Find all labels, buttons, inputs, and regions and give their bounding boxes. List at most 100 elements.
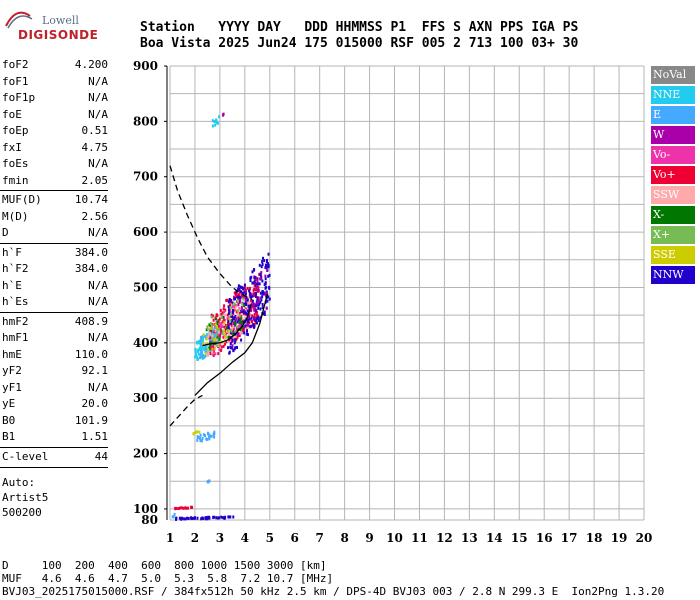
echo-point-e — [205, 347, 208, 351]
echo-point-e — [196, 438, 199, 442]
param-row-yf2: yF2 92.1 — [2, 364, 108, 380]
echo-point-e — [213, 335, 216, 339]
echo-point-nnw — [239, 290, 242, 294]
param-label: foF2 — [2, 58, 29, 71]
param-label: h`F2 — [2, 262, 29, 275]
echo-point-w — [242, 326, 245, 330]
echo-point-nnw — [246, 333, 249, 337]
echo-point-nnw — [230, 346, 233, 350]
echo-point-w — [259, 277, 262, 281]
echo-point-x — [229, 319, 232, 323]
echo-point-e — [200, 335, 203, 339]
echo-point-sse — [209, 326, 212, 330]
echo-point-e — [172, 515, 175, 519]
polarization-legend: NoVal NNE E W Vo- Vo+ SSW X- X+ SSE NNW — [651, 66, 695, 286]
echo-point-x — [209, 322, 212, 326]
echo-point-nnw — [261, 262, 264, 266]
param-label: fxI — [2, 140, 22, 154]
echo-point-vo — [222, 335, 225, 339]
echo-point-sse — [214, 337, 217, 341]
echo-point-nnw — [227, 305, 230, 309]
echo-point-vo — [229, 311, 232, 315]
echo-point-vo — [238, 323, 241, 327]
echo-point-vo — [224, 331, 227, 335]
station-header: Station YYYY DAY DDD HHMMSS P1 FFS S AXN… — [140, 20, 578, 52]
echo-point-e — [205, 437, 208, 441]
echo-point-w — [264, 292, 267, 296]
echo-point-nne — [204, 345, 207, 349]
param-value: 4.75 — [81, 140, 109, 154]
echo-point-w — [266, 268, 269, 272]
echo-point-sse — [194, 430, 197, 434]
echo-point-nnw — [227, 324, 230, 328]
echo-point-nnw — [184, 517, 187, 521]
echo-point-vo — [249, 303, 252, 307]
y-tick-label: 600 — [133, 225, 158, 239]
echo-point-nnw — [231, 301, 234, 305]
param-row-d: D N/A — [2, 226, 108, 242]
echo-point-nne — [194, 355, 197, 359]
echo-point-sse — [202, 333, 205, 337]
echo-point-e — [218, 339, 221, 343]
echo-point-sse — [228, 317, 231, 321]
echo-point-vo — [216, 314, 219, 318]
param-row-fof1: foF1 N/A — [2, 75, 108, 91]
echo-point-vo — [250, 324, 253, 328]
echo-point-nnw — [253, 276, 256, 280]
legend-vo: Vo- — [651, 146, 695, 164]
echo-point-vo — [212, 342, 215, 346]
echo-point-nnw — [213, 515, 216, 519]
echo-point-nnw — [235, 290, 238, 294]
param-label: yF1 — [2, 380, 22, 394]
echo-point-nnw — [247, 320, 250, 324]
param-value: N/A — [88, 380, 108, 394]
echo-point-nnw — [240, 338, 243, 342]
y-tick-label: 200 — [133, 447, 158, 461]
echo-point-x — [220, 316, 223, 320]
echo-point-vo — [182, 506, 185, 510]
param-value: 384.0 — [74, 262, 108, 275]
param-value: 20.0 — [81, 397, 109, 410]
echo-point-ssw — [211, 350, 214, 354]
echo-point-ssw — [239, 331, 242, 335]
echo-point-nne — [198, 356, 201, 360]
echo-point-vo — [190, 505, 193, 509]
echo-point-e — [208, 435, 211, 439]
echo-point-w — [237, 332, 240, 336]
echo-point-nnw — [264, 277, 267, 281]
footer-muf-row: MUF 4.6 4.6 4.7 5.0 5.3 5.8 7.2 10.7 [MH… — [2, 572, 334, 585]
echo-point-x — [217, 327, 220, 331]
echo-point-e — [218, 336, 221, 340]
echo-point-w — [243, 295, 246, 299]
echo-point-e — [210, 434, 213, 438]
echo-point-vo — [226, 298, 229, 302]
echo-point-nnw — [264, 286, 267, 290]
echo-point-nnw — [243, 331, 246, 335]
echo-point-vo — [245, 307, 248, 311]
param-row-fmin: fmin 2.05 — [2, 174, 108, 190]
echo-point-nnw — [246, 309, 249, 313]
echo-point-nnw — [263, 310, 266, 314]
footer-distance-row: D 100 200 400 600 800 1000 1500 3000 [km… — [2, 559, 327, 572]
echo-point-nnw — [268, 297, 271, 301]
echo-point-vo — [243, 285, 246, 289]
echo-point-nnw — [246, 312, 249, 316]
echo-point-nne — [202, 334, 205, 338]
echo-point-x — [234, 322, 237, 326]
echo-point-e — [216, 329, 219, 333]
echo-point-e — [210, 339, 213, 343]
echo-point-vo — [209, 345, 212, 349]
param-label: h`Es — [2, 295, 29, 308]
echo-point-e — [206, 480, 209, 484]
param-row-yf1: yF1 N/A — [2, 381, 108, 397]
echo-point-nnw — [262, 256, 265, 260]
echo-point-e — [215, 343, 218, 347]
echo-point-nnw — [251, 270, 254, 274]
echo-point-nnw — [231, 310, 234, 314]
param-label: h`F — [2, 245, 22, 259]
echo-point-nnw — [242, 287, 245, 291]
echo-point-sse — [225, 335, 228, 339]
echo-point-nnw — [254, 308, 257, 312]
echo-point-x — [239, 319, 242, 323]
legend-x: X+ — [651, 226, 695, 244]
